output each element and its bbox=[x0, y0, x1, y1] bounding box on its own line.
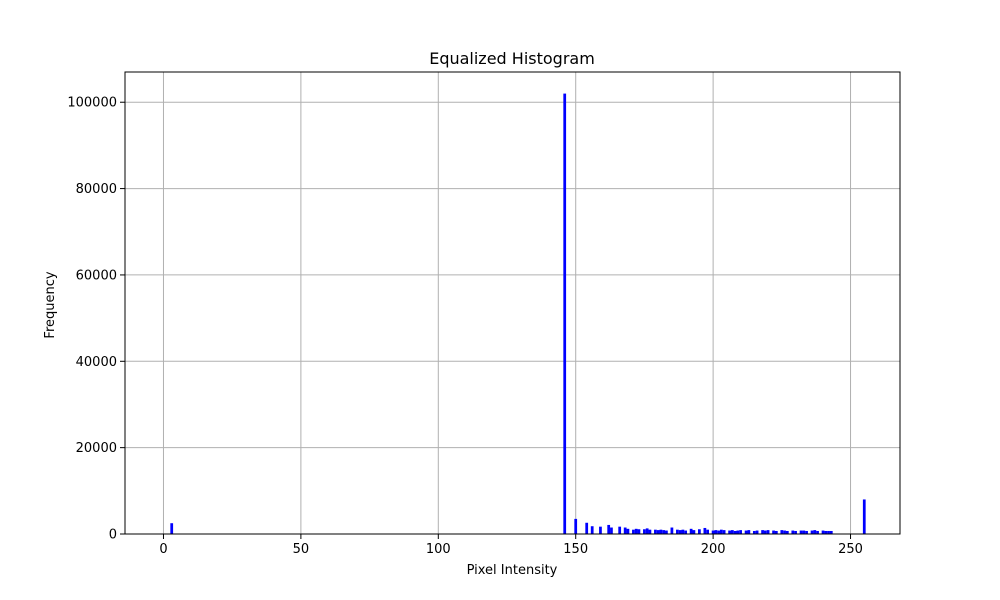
histogram-bar bbox=[648, 529, 652, 534]
histogram-bar bbox=[722, 530, 726, 534]
histogram-bar bbox=[791, 530, 795, 534]
histogram-bar bbox=[607, 524, 611, 534]
histogram-bar bbox=[739, 530, 742, 534]
histogram-bar bbox=[717, 530, 720, 534]
x-tick-label: 0 bbox=[159, 542, 167, 557]
histogram-bar bbox=[659, 529, 663, 534]
plot-frame bbox=[124, 71, 901, 535]
y-tick-label: 20000 bbox=[76, 441, 117, 456]
histogram-bar bbox=[676, 529, 679, 534]
histogram-bar bbox=[827, 530, 830, 534]
histogram-bar bbox=[785, 530, 789, 534]
histogram-bar bbox=[623, 527, 627, 534]
y-axis-label: Frequency bbox=[43, 271, 58, 338]
histogram-bar bbox=[766, 530, 770, 534]
x-tick-label: 250 bbox=[838, 542, 863, 557]
histogram-bar bbox=[678, 530, 682, 534]
histogram-bar bbox=[728, 530, 731, 534]
histogram-bar bbox=[665, 530, 668, 534]
histogram-bar bbox=[862, 499, 866, 534]
histogram-bar bbox=[733, 530, 737, 534]
histogram-bar bbox=[585, 522, 589, 534]
histogram-bar bbox=[755, 530, 759, 534]
y-tick-label: 60000 bbox=[76, 268, 117, 283]
histogram-bar bbox=[637, 529, 641, 534]
histogram-bar bbox=[799, 530, 803, 534]
y-tick-label: 80000 bbox=[76, 182, 117, 197]
histogram-bar bbox=[626, 528, 630, 534]
histogram-bar bbox=[810, 530, 814, 534]
histogram-bar bbox=[816, 530, 819, 534]
histogram-bar bbox=[662, 530, 666, 534]
histogram-bar bbox=[698, 529, 701, 534]
x-axis-ticks: 0 50 100 150 200 250 bbox=[159, 534, 863, 557]
histogram-bar bbox=[656, 530, 660, 534]
histogram-bar bbox=[821, 530, 825, 534]
histogram-bar bbox=[783, 530, 786, 534]
histogram-bar bbox=[794, 530, 797, 534]
grid bbox=[125, 72, 900, 535]
histogram-bar bbox=[711, 530, 715, 534]
histogram-bar bbox=[736, 530, 740, 534]
x-tick-label: 200 bbox=[701, 542, 726, 557]
histogram-bar bbox=[563, 93, 567, 535]
histogram-bar bbox=[706, 529, 709, 534]
histogram-bar bbox=[599, 526, 602, 534]
histogram-bar bbox=[744, 530, 748, 534]
histogram-bar bbox=[689, 528, 693, 534]
histogram-bar bbox=[774, 530, 778, 534]
histogram-bar bbox=[703, 527, 707, 534]
histogram-bar bbox=[590, 526, 594, 534]
histogram-bar bbox=[813, 530, 817, 534]
histogram-bar bbox=[645, 528, 649, 534]
histogram-bar bbox=[772, 530, 775, 534]
y-tick-label: 0 bbox=[109, 528, 117, 543]
histogram-bar bbox=[761, 530, 764, 534]
histogram-bar bbox=[763, 530, 767, 534]
histogram-bar bbox=[681, 529, 685, 534]
bars bbox=[170, 93, 866, 535]
histogram-bar bbox=[634, 528, 638, 534]
y-axis-ticks: 0 20000 40000 60000 80000 100000 bbox=[67, 96, 125, 543]
x-tick-label: 150 bbox=[563, 542, 588, 557]
y-tick-label: 40000 bbox=[76, 355, 117, 370]
histogram-bar bbox=[824, 530, 828, 534]
histogram-bar bbox=[780, 530, 784, 534]
x-tick-label: 50 bbox=[293, 542, 310, 557]
histogram-bar bbox=[618, 526, 622, 534]
x-axis-label: Pixel Intensity bbox=[467, 563, 558, 578]
histogram-bar bbox=[802, 530, 806, 534]
histogram-bar bbox=[632, 529, 635, 534]
y-tick-label: 100000 bbox=[67, 96, 117, 111]
histogram-bar bbox=[719, 529, 723, 534]
histogram-bar bbox=[730, 530, 734, 534]
histogram-bar bbox=[574, 518, 578, 534]
histogram-bar bbox=[714, 530, 718, 534]
histogram-bar bbox=[752, 530, 756, 534]
histogram-bar bbox=[654, 529, 657, 534]
histogram-bar bbox=[610, 527, 613, 534]
histogram-bar bbox=[670, 527, 674, 534]
histogram-bar bbox=[747, 530, 751, 534]
x-tick-label: 100 bbox=[426, 542, 451, 557]
histogram-bar bbox=[829, 530, 833, 534]
histogram-bar bbox=[643, 529, 646, 534]
histogram-bar bbox=[170, 523, 174, 534]
histogram-bar bbox=[684, 530, 688, 534]
histogram-bar bbox=[692, 530, 696, 534]
chart-title: Equalized Histogram bbox=[429, 49, 595, 68]
histogram-bar bbox=[805, 530, 808, 534]
